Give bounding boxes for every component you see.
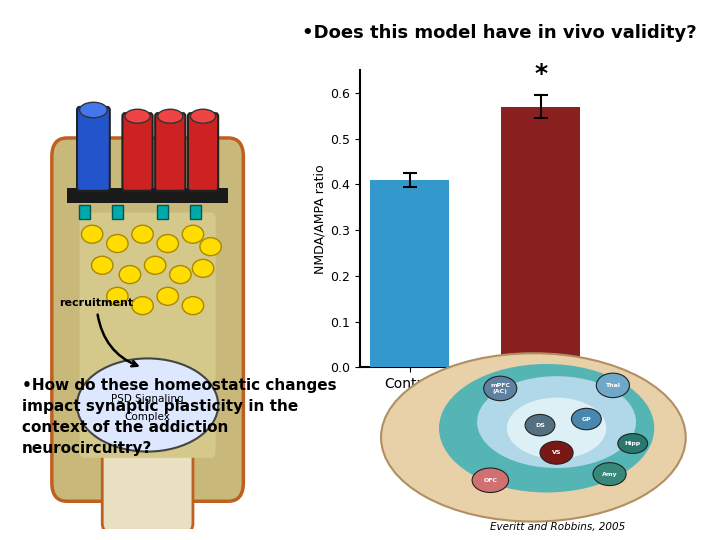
FancyBboxPatch shape [156,113,186,191]
Text: OFC: OFC [483,478,498,483]
Ellipse shape [525,415,555,436]
Text: •How do these homeostatic changes
impact synaptic plasticity in the
context of t: •How do these homeostatic changes impact… [22,378,336,456]
Ellipse shape [107,234,128,253]
FancyBboxPatch shape [79,205,90,219]
FancyBboxPatch shape [102,446,193,532]
FancyBboxPatch shape [77,107,110,191]
Text: *: * [534,62,547,86]
Text: mPFC
(AC): mPFC (AC) [490,383,510,394]
Text: VS: VS [552,450,562,455]
Text: Hipp: Hipp [625,441,641,446]
Ellipse shape [182,296,204,315]
FancyBboxPatch shape [52,138,243,501]
FancyBboxPatch shape [79,212,216,458]
FancyBboxPatch shape [122,113,153,191]
Ellipse shape [145,256,166,274]
Ellipse shape [125,109,150,123]
Ellipse shape [191,109,216,123]
Ellipse shape [107,287,128,305]
Text: Thal: Thal [606,383,621,388]
Ellipse shape [200,238,221,255]
Ellipse shape [507,397,606,459]
FancyBboxPatch shape [190,205,201,219]
Ellipse shape [132,296,153,315]
Ellipse shape [477,376,636,468]
Text: Complex: Complex [125,413,171,422]
Ellipse shape [192,259,214,278]
Ellipse shape [81,225,103,243]
Ellipse shape [472,468,508,492]
Ellipse shape [484,376,517,401]
Ellipse shape [157,287,179,305]
Bar [501,107,580,367]
FancyBboxPatch shape [112,205,123,219]
Text: PSD Signaling: PSD Signaling [112,394,184,404]
Ellipse shape [618,434,648,454]
Text: •Does this model have in vivo validity?: •Does this model have in vivo validity? [302,24,697,42]
Ellipse shape [381,353,685,522]
Ellipse shape [170,266,191,284]
FancyBboxPatch shape [188,113,218,191]
Ellipse shape [593,463,626,485]
Ellipse shape [596,373,629,397]
Text: Amy: Amy [602,471,617,477]
Ellipse shape [572,408,601,430]
Y-axis label: NMDA/AMPA ratio: NMDA/AMPA ratio [313,164,326,274]
Ellipse shape [77,359,218,451]
Ellipse shape [182,225,204,243]
Bar [371,180,449,367]
Ellipse shape [540,441,573,464]
Ellipse shape [439,364,654,492]
Text: recruitment: recruitment [60,298,133,308]
Ellipse shape [120,266,140,284]
Ellipse shape [132,225,153,243]
Ellipse shape [157,234,179,253]
Text: GP: GP [582,416,591,422]
Ellipse shape [158,109,183,123]
Ellipse shape [79,102,107,118]
FancyBboxPatch shape [67,187,228,203]
Text: Everitt and Robbins, 2005: Everitt and Robbins, 2005 [490,522,625,532]
Text: DS: DS [535,423,545,428]
FancyBboxPatch shape [157,205,168,219]
Ellipse shape [91,256,113,274]
